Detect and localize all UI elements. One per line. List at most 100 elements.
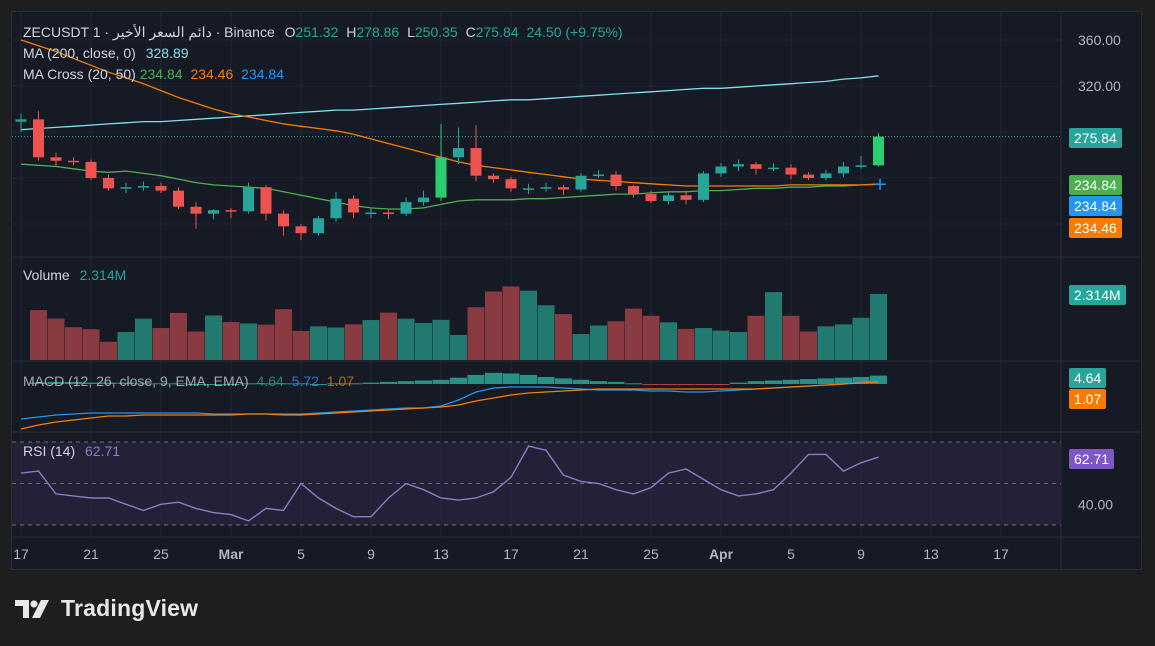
- volume-bar: [205, 315, 222, 360]
- ma-cross-legend[interactable]: MA Cross (20, 50) 234.84 234.46 234.84: [23, 66, 284, 82]
- macd-histogram-bar: [170, 383, 187, 385]
- volume-bar: [817, 326, 835, 360]
- candle-body: [138, 186, 149, 188]
- macd-histogram-bar: [432, 379, 450, 384]
- rsi-polyline: [20, 445, 879, 522]
- candle-body: [120, 187, 132, 189]
- time-axis-tick: 5: [297, 546, 305, 562]
- ma200-legend[interactable]: MA (200, close, 0) 328.89: [23, 45, 189, 61]
- volume-bar: [47, 318, 65, 360]
- macd-histogram-bar: [870, 375, 887, 384]
- macd-histogram-bar: [800, 379, 817, 384]
- time-axis-tick: 13: [923, 546, 939, 562]
- macd-histogram-bar: [450, 377, 467, 384]
- rsi-line: [20, 445, 879, 522]
- rsi-axis-tick: 40.00: [1078, 496, 1113, 512]
- volume-label: Volume: [23, 267, 70, 283]
- ma-line-2: [20, 39, 879, 187]
- macd-histogram-bar: [572, 379, 590, 384]
- candle-body: [33, 119, 44, 158]
- candle-body: [470, 148, 482, 176]
- macd-value-1: 4.64: [256, 373, 284, 389]
- candle-body: [190, 206, 202, 214]
- chart-frame: + 360.00 320.00 40.00 17 21 25 Mar 5 9 13 17 21 25 Ap…: [11, 11, 1143, 571]
- candle-body: [225, 210, 237, 212]
- volume-bar: [502, 286, 520, 360]
- time-axis-tick: 17: [13, 546, 29, 562]
- macd-histogram-bar: [310, 384, 327, 385]
- candle-body: [400, 202, 412, 214]
- candle-body: [85, 161, 97, 178]
- macd-histogram-bar: [327, 383, 345, 385]
- candle-body: [628, 186, 639, 195]
- macd-histogram-bar: [660, 384, 677, 385]
- macd-histogram-bar: [537, 377, 555, 384]
- candle-body: [383, 212, 394, 214]
- macd-histogram-bar: [222, 384, 240, 385]
- tradingview-logo[interactable]: TradingView: [15, 595, 198, 622]
- candle-body: [15, 119, 27, 122]
- ma20-price-tag: 234.84: [1069, 175, 1122, 195]
- last-price-tag: 275.84: [1069, 128, 1122, 148]
- macd-histogram-bar: [712, 384, 730, 385]
- time-axis-tick: 25: [643, 546, 659, 562]
- high-label: H: [346, 24, 357, 40]
- macd-price-tag: 4.64: [1069, 368, 1107, 388]
- candle-body: [278, 213, 289, 227]
- macd-histogram-bar: [642, 384, 660, 385]
- candle-body: [295, 226, 307, 234]
- macd-pane: [20, 372, 887, 430]
- volume-legend[interactable]: Volume 2.314M: [23, 267, 126, 283]
- candle-body: [855, 165, 867, 167]
- low-value: 250.35: [414, 24, 458, 40]
- volume-bar: [170, 312, 187, 360]
- axes: 360.00 320.00 40.00 17 21 25 Mar 5 9 13 17 21 25 Apr 5…: [13, 32, 1121, 562]
- volume-bar: [642, 315, 660, 360]
- ma-line-1: [20, 163, 879, 210]
- moving-average-lines: +: [20, 39, 888, 210]
- time-axis-tick: 5: [787, 546, 795, 562]
- symbol-title: ZECUSDT 1 · دائم السعر الأخير · Binance: [23, 24, 275, 40]
- candle-body: [593, 174, 604, 177]
- volume-bar: [187, 331, 205, 360]
- time-axis-tick: 17: [503, 546, 519, 562]
- candle-body: [435, 157, 447, 198]
- candle-body: [785, 167, 797, 175]
- volume-bar: [835, 324, 852, 360]
- volume-bar: [397, 318, 415, 360]
- macd-histogram-bar: [292, 383, 310, 385]
- macd-histogram-bar: [835, 377, 852, 384]
- time-axis-tick: Apr: [709, 546, 734, 562]
- candle-body: [208, 210, 219, 214]
- price-axis-tick: 320.00: [1078, 78, 1121, 94]
- macd-histogram-bar: [397, 381, 415, 384]
- macd-histogram-bar: [590, 381, 607, 384]
- volume-bar: [467, 307, 485, 360]
- time-axis-tick: 9: [367, 546, 375, 562]
- open-value: 251.32: [295, 24, 339, 40]
- volume-bar: [450, 334, 467, 360]
- ma-cross-value-3: 234.84: [241, 66, 284, 82]
- volume-bar: [607, 321, 625, 360]
- crosshair-marker-icon: +: [873, 174, 888, 195]
- candle-body: [173, 190, 184, 207]
- time-axis-tick: 13: [433, 546, 449, 562]
- macd-histogram-bar: [257, 383, 275, 385]
- candle-body: [838, 166, 849, 174]
- volume-bar: [117, 332, 135, 360]
- ma-cross-value-2: 234.46: [190, 66, 234, 82]
- chart-canvas[interactable]: + 360.00 320.00 40.00 17 21 25 Mar 5 9 13 17 21 25 Ap…: [12, 12, 1143, 571]
- macd-histogram-bar: [187, 384, 205, 385]
- volume-bar: [747, 315, 765, 360]
- volume-bar: [677, 328, 695, 360]
- macd-histogram-bar: [485, 372, 502, 384]
- rsi-legend[interactable]: RSI (14) 62.71: [23, 443, 120, 459]
- macd-legend[interactable]: MACD (12, 26, close, 9, EMA, EMA) 4.64 5…: [23, 373, 354, 389]
- volume-bar: [135, 318, 152, 360]
- candle-body: [663, 195, 674, 201]
- macd-histogram-bar: [467, 374, 485, 384]
- macd-histogram-bar: [345, 383, 362, 385]
- volume-bar: [345, 324, 362, 360]
- macd-signal-line: [20, 381, 879, 430]
- macd-histogram-bar: [502, 373, 520, 384]
